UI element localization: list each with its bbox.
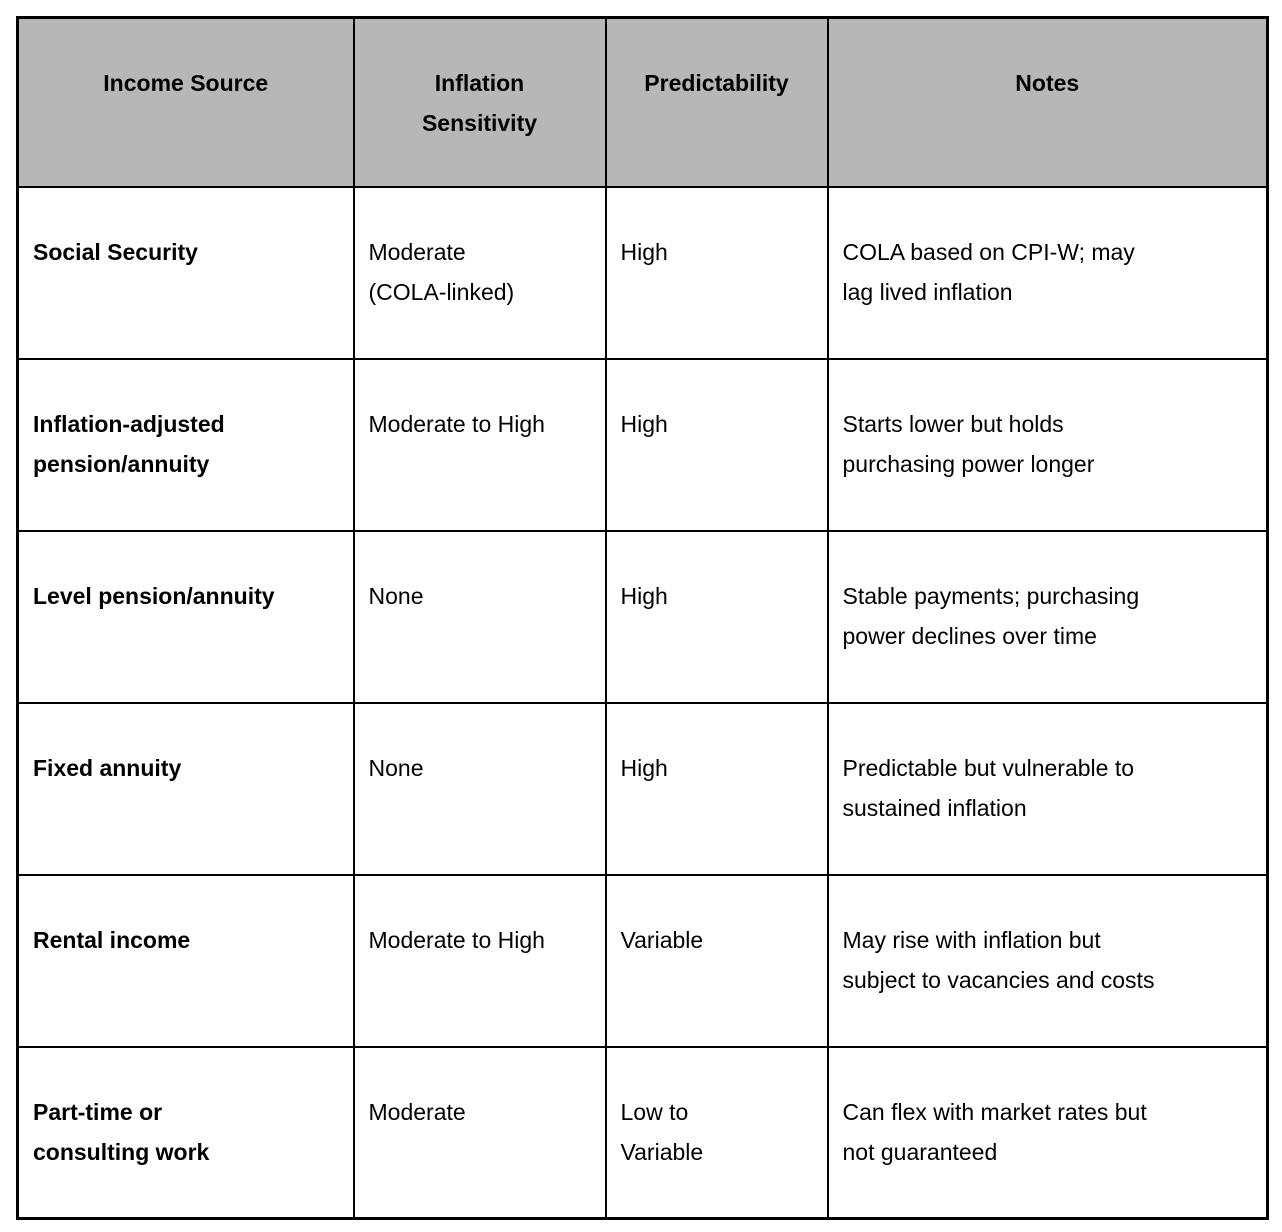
cell-notes: May rise with inflation but subject to v…	[826, 873, 1269, 1048]
cell-predictability: Low to Variable	[604, 1045, 829, 1220]
cell-income-source: Part-time or consulting work	[16, 1045, 355, 1220]
cell-notes: Predictable but vulnerable to sustained …	[826, 701, 1269, 876]
table-row: Rental income Moderate to High Variable …	[16, 873, 1269, 1048]
cell-income-source: Social Security	[16, 185, 355, 360]
column-header-income-source: Income Source	[16, 16, 355, 188]
cell-predictability: High	[604, 701, 829, 876]
cell-notes: Starts lower but holds purchasing power …	[826, 357, 1269, 532]
table-row: Social Security Moderate (COLA-linked) H…	[16, 185, 1269, 360]
cell-income-source: Rental income	[16, 873, 355, 1048]
cell-notes: Can flex with market rates but not guara…	[826, 1045, 1269, 1220]
cell-income-source: Fixed annuity	[16, 701, 355, 876]
cell-inflation-sensitivity: Moderate to High	[352, 357, 607, 532]
cell-income-source: Inflation-adjusted pension/annuity	[16, 357, 355, 532]
cell-notes: COLA based on CPI-W; may lag lived infla…	[826, 185, 1269, 360]
cell-inflation-sensitivity: Moderate to High	[352, 873, 607, 1048]
column-header-notes: Notes	[826, 16, 1269, 188]
table-row: Inflation-adjusted pension/annuity Moder…	[16, 357, 1269, 532]
table-row: Fixed annuity None High Predictable but …	[16, 701, 1269, 876]
income-sources-table: Income Source Inflation Sensitivity Pred…	[16, 16, 1269, 1220]
table-row: Level pension/annuity None High Stable p…	[16, 529, 1269, 704]
cell-predictability: High	[604, 529, 829, 704]
cell-inflation-sensitivity: None	[352, 529, 607, 704]
cell-predictability: High	[604, 357, 829, 532]
table-header-row: Income Source Inflation Sensitivity Pred…	[16, 16, 1269, 188]
cell-inflation-sensitivity: Moderate (COLA-linked)	[352, 185, 607, 360]
cell-predictability: Variable	[604, 873, 829, 1048]
column-header-inflation-sensitivity: Inflation Sensitivity	[352, 16, 607, 188]
table-row: Part-time or consulting work Moderate Lo…	[16, 1045, 1269, 1220]
column-header-predictability: Predictability	[604, 16, 829, 188]
cell-notes: Stable payments; purchasing power declin…	[826, 529, 1269, 704]
cell-inflation-sensitivity: None	[352, 701, 607, 876]
cell-income-source: Level pension/annuity	[16, 529, 355, 704]
cell-predictability: High	[604, 185, 829, 360]
cell-inflation-sensitivity: Moderate	[352, 1045, 607, 1220]
